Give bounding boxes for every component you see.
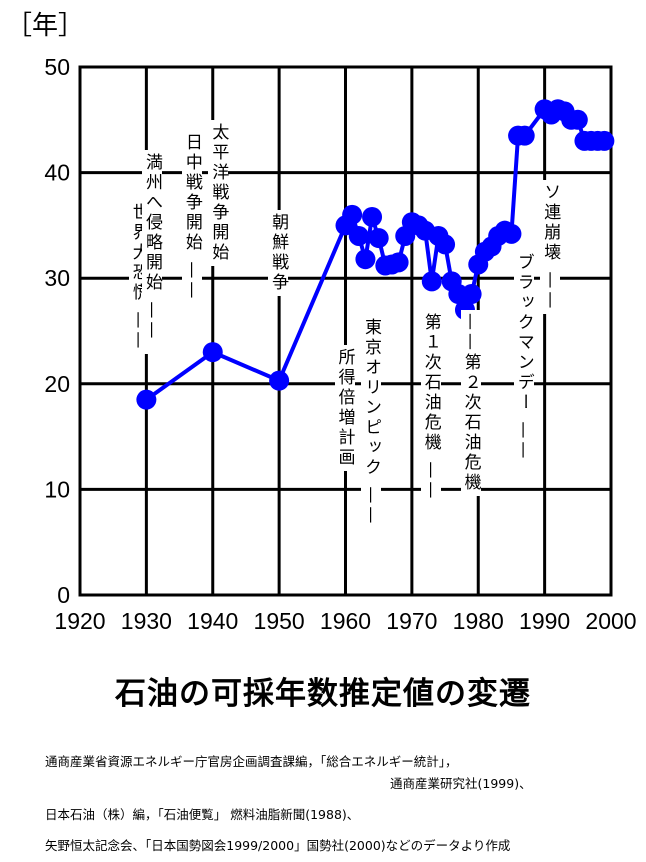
data-point	[514, 125, 535, 146]
event-annotation: 日中戦争開始 ——	[181, 130, 202, 305]
y-tick-label: 0	[57, 582, 70, 608]
data-point	[461, 284, 482, 305]
data-point	[368, 228, 389, 249]
x-tick-label: 1940	[187, 608, 238, 634]
event-annotation: ソ連崩壊 ——	[540, 180, 561, 315]
y-tick-label: 30	[44, 265, 70, 291]
x-tick-label: 1930	[121, 608, 172, 634]
data-point	[567, 109, 588, 130]
y-tick-label: 50	[44, 54, 70, 80]
x-tick-label: 1990	[519, 608, 570, 634]
x-tick-label: 1980	[453, 608, 504, 634]
data-point	[362, 206, 383, 227]
x-tick-label: 2000	[585, 608, 636, 634]
y-tick-label: 40	[44, 160, 70, 186]
data-point	[342, 204, 363, 225]
x-tick-label: 1950	[254, 608, 305, 634]
data-point	[269, 370, 290, 391]
y-unit-label: ［年］	[6, 11, 84, 41]
source-line-4: 矢野恒太記念会、「日本国勢図会1999/2000」国勢社(2000)などのデータ…	[45, 838, 511, 853]
data-point	[421, 271, 442, 292]
data-point	[435, 234, 456, 255]
event-annotation: 満州へ侵略開始 ——	[142, 150, 162, 345]
data-point	[388, 252, 409, 273]
chart-title: 石油の可採年数推定値の変遷	[115, 676, 531, 712]
data-point	[501, 223, 522, 244]
event-annotation: 東京オリンピック ——	[361, 315, 382, 530]
event-annotation: 朝鮮戦争	[268, 210, 289, 296]
data-point	[348, 225, 369, 246]
data-point	[594, 130, 615, 151]
x-tick-label: 1960	[320, 608, 371, 634]
data-point	[136, 389, 157, 410]
source-line-2: 通商産業研究社(1999)、	[390, 776, 532, 791]
data-series	[136, 99, 615, 410]
tick-labels: 1920 1930 1940 1950 1960 1970 1980 1990 2000 0 10 2…	[44, 54, 636, 634]
event-annotation: ——第２次石油危機	[460, 310, 481, 496]
source-line-1: 通商産業省資源エネルギー庁官房企画調査課編，「総合エネルギー統計」，	[45, 754, 458, 769]
data-point	[355, 249, 376, 270]
event-annotation: ブラックマンデー ——	[513, 250, 534, 465]
y-tick-label: 10	[44, 476, 70, 502]
event-annotation: 第１次石油危機 ——	[420, 310, 441, 505]
data-point	[202, 342, 223, 363]
source-line-3: 日本石油（株）編，「石油便覧」 燃料油脂新聞(1988)、	[45, 807, 360, 822]
x-tick-label: 1970	[386, 608, 437, 634]
x-tick-label: 1920	[54, 608, 105, 634]
event-annotation: 太平洋戦争開始	[208, 120, 229, 266]
y-tick-label: 20	[44, 371, 70, 397]
event-annotation: 所得倍増計画	[334, 345, 355, 471]
